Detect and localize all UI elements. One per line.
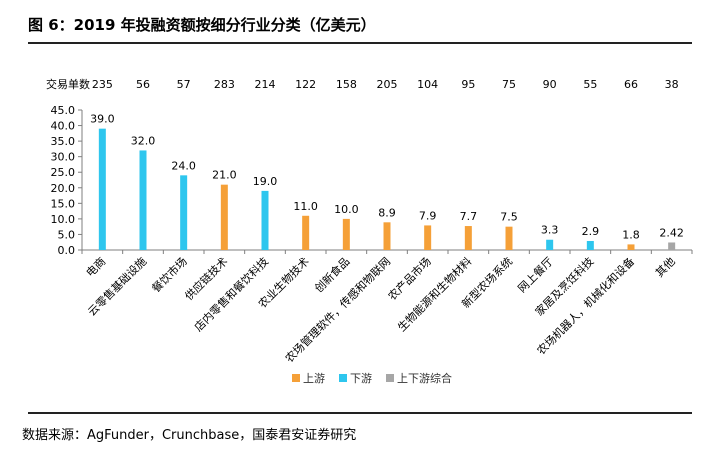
bar	[139, 150, 147, 250]
bar	[302, 215, 310, 250]
x-tick-label: 网上餐厅	[515, 254, 556, 295]
bar-value-label: 3.3	[541, 224, 559, 237]
deal-count: 75	[502, 78, 516, 91]
deal-count: 235	[92, 78, 113, 91]
bar-value-label: 2.9	[582, 225, 600, 238]
deal-count: 38	[665, 78, 679, 91]
bar-value-label: 19.0	[253, 175, 278, 188]
legend-swatch	[339, 374, 347, 382]
legend-label: 上游	[303, 372, 325, 385]
y-tick-label: 45.0	[51, 104, 76, 117]
bar-value-label: 7.7	[460, 210, 478, 223]
bar	[424, 225, 432, 250]
bar	[261, 190, 269, 250]
bar-value-label: 32.0	[131, 134, 156, 147]
bottom-rule	[28, 412, 692, 414]
bar-value-label: 1.8	[622, 228, 640, 241]
deal-count: 90	[543, 78, 557, 91]
bar	[98, 128, 106, 250]
bar	[546, 239, 554, 250]
legend-swatch	[292, 374, 300, 382]
bar-value-label: 8.9	[378, 206, 396, 219]
deal-count: 122	[295, 78, 316, 91]
x-tick-label: 店内零售和餐饮科技	[191, 254, 271, 334]
y-tick-label: 35.0	[51, 135, 76, 148]
bar-value-label: 21.0	[212, 169, 237, 182]
deal-count: 55	[583, 78, 597, 91]
deal-count: 214	[255, 78, 276, 91]
deal-count: 104	[417, 78, 438, 91]
deal-count: 158	[336, 78, 357, 91]
bar-value-label: 7.5	[500, 211, 518, 224]
y-tick-label: 0.0	[58, 244, 76, 257]
deal-count: 95	[461, 78, 475, 91]
bar	[668, 242, 676, 250]
deal-count: 283	[214, 78, 235, 91]
bar-value-label: 11.0	[293, 200, 318, 213]
legend-label: 上下游综合	[397, 371, 452, 385]
bar-value-label: 2.42	[659, 226, 684, 239]
bar	[464, 226, 472, 250]
x-tick-label: 创新食品	[311, 254, 352, 295]
y-tick-label: 20.0	[51, 182, 76, 195]
source-note: 数据来源：AgFunder，Crunchbase，国泰君安证券研究	[22, 428, 357, 443]
bar	[342, 218, 350, 250]
deal-count: 57	[177, 78, 191, 91]
y-tick-label: 25.0	[51, 166, 76, 179]
bar	[383, 222, 391, 250]
page-title: 图 6：2019 年投融资额按细分行业分类（亿美元）	[28, 16, 376, 34]
bar-value-label: 10.0	[334, 203, 359, 216]
deal-count: 56	[136, 78, 150, 91]
bar	[180, 175, 188, 250]
deal-count: 205	[377, 78, 398, 91]
bar-value-label: 24.0	[171, 159, 196, 172]
bar	[627, 244, 635, 250]
bar	[220, 184, 228, 250]
y-tick-label: 40.0	[51, 120, 76, 133]
top-rule	[28, 42, 692, 44]
y-tick-label: 30.0	[51, 151, 76, 164]
x-tick-label: 生物能源和生物材料	[395, 254, 475, 334]
x-tick-label: 电商	[83, 254, 108, 279]
legend-swatch	[386, 374, 394, 382]
y-tick-label: 10.0	[51, 213, 76, 226]
y-tick-label: 5.0	[58, 228, 76, 241]
deal-count: 66	[624, 78, 638, 91]
y-tick-label: 15.0	[51, 197, 76, 210]
bar	[505, 226, 513, 250]
bar-value-label: 7.9	[419, 209, 437, 222]
x-tick-label: 餐饮市场	[149, 254, 190, 295]
bar	[586, 240, 594, 250]
legend-label: 下游	[350, 372, 372, 385]
deal-count-label: 交易单数	[46, 77, 90, 91]
bar-value-label: 39.0	[90, 113, 115, 126]
x-tick-label: 其他	[653, 255, 678, 280]
